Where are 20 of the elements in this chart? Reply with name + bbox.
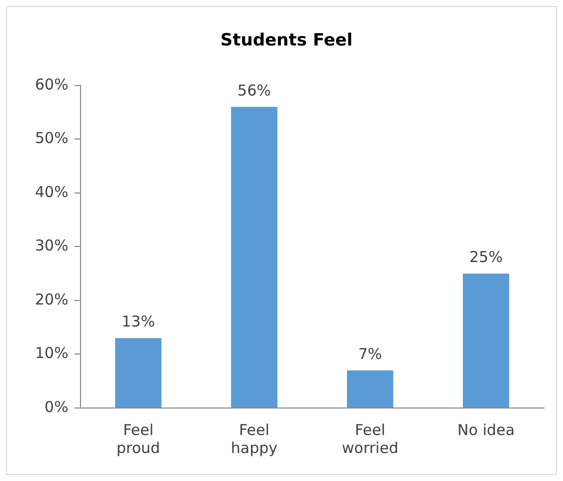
bar <box>231 106 278 408</box>
y-tick-label: 0% <box>44 398 68 416</box>
data-label: 56% <box>238 81 271 100</box>
y-tick-label: 10% <box>34 344 68 362</box>
y-tick-label: 40% <box>34 182 68 201</box>
bar <box>462 274 510 408</box>
x-tick-label: Feel proud <box>116 420 160 457</box>
y-tick-label: 60% <box>34 75 68 94</box>
data-label: 13% <box>122 312 155 330</box>
y-tick-label: 30% <box>34 236 68 255</box>
bar <box>115 338 162 408</box>
data-label: 7% <box>358 344 382 363</box>
x-tick-label: No idea <box>457 420 515 439</box>
x-tick-label: Feel worried <box>342 420 398 457</box>
x-tick-label: Feel happy <box>230 420 278 457</box>
chart-title: Students Feel <box>220 30 353 51</box>
bar <box>346 370 394 408</box>
data-label: 25% <box>469 248 503 266</box>
y-tick-label: 50% <box>34 129 68 148</box>
y-tick-label: 20% <box>34 290 68 308</box>
